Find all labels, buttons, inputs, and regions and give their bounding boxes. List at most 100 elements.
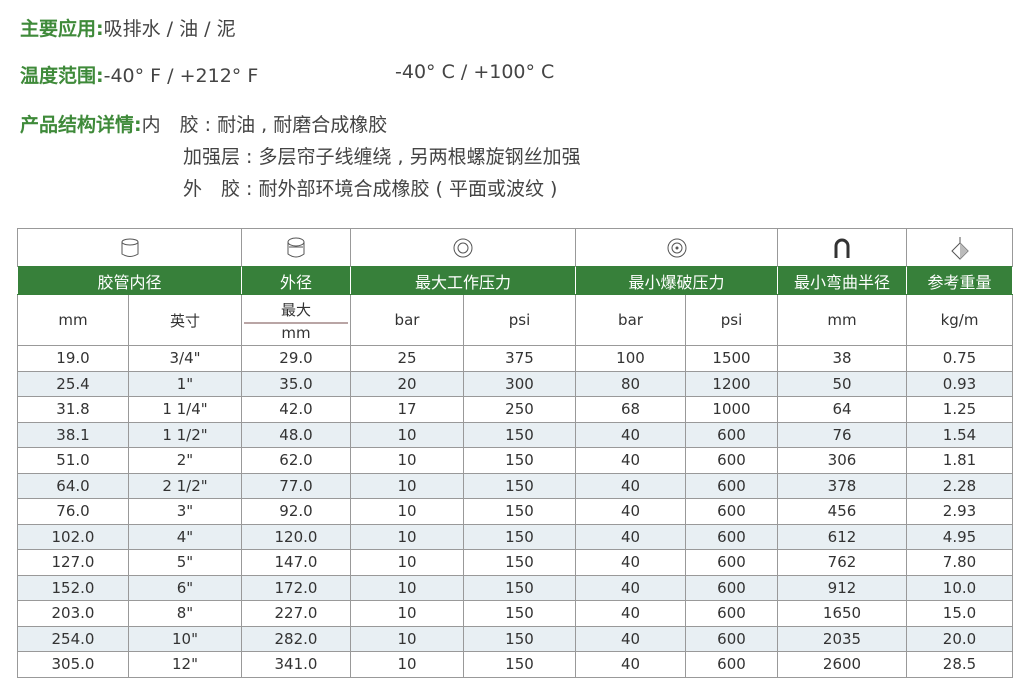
table-cell: 150: [463, 625, 576, 652]
burst-gauge-icon: [575, 228, 778, 267]
table-cell: 102.0: [17, 523, 129, 550]
table-cell: 10: [350, 523, 464, 550]
table-row: 305.0 12" 341.0 10 150 40 600 2600 28.5: [17, 651, 1013, 678]
table-cell: 600: [685, 651, 778, 678]
table-cell: 120.0: [241, 523, 351, 550]
table-cell: 10: [350, 421, 464, 448]
table-cell: 10: [350, 574, 464, 601]
table-cell: 29.0: [241, 345, 351, 372]
table-cell: 600: [685, 574, 778, 601]
hose-inner-icon: [17, 228, 242, 267]
table-row: 38.1 1 1/2" 48.0 10 150 40 600 76 1.54: [17, 421, 1013, 448]
table-cell: 10: [350, 498, 464, 525]
table-cell: 150: [463, 472, 576, 499]
table-cell: 227.0: [241, 600, 351, 627]
table-cell: 150: [463, 447, 576, 474]
table-cell: 912: [777, 574, 907, 601]
table-cell: 762: [777, 549, 907, 576]
table-cell: 150: [463, 549, 576, 576]
table-row: 25.4 1" 35.0 20 300 80 1200 50 0.93: [17, 370, 1013, 397]
table-cell: 300: [463, 370, 576, 397]
table-cell: 10: [350, 625, 464, 652]
table-cell: 1650: [777, 600, 907, 627]
table-cell: 62.0: [241, 447, 351, 474]
table-cell: 8": [128, 600, 242, 627]
header-working-pressure: 最大工作压力: [350, 266, 576, 295]
unit: bar: [350, 294, 464, 346]
table-cell: 10: [350, 447, 464, 474]
table-cell: 612: [777, 523, 907, 550]
temperature-c: -40° C / +100° C: [395, 61, 555, 83]
table-row: 19.0 3/4" 29.0 25 375 100 1500 38 0.75: [17, 345, 1013, 372]
application-value: 吸排水 / 油 / 泥: [103, 18, 236, 40]
table-cell: 1.25: [906, 396, 1013, 423]
table-cell: 150: [463, 498, 576, 525]
table-cell: 0.75: [906, 345, 1013, 372]
unit: psi: [685, 294, 778, 346]
structure-reinforcement: 加强层 : 多层帘子线缠绕 , 另两根螺旋钢丝加强: [183, 146, 581, 168]
table-cell: 456: [777, 498, 907, 525]
table-cell: 40: [575, 625, 686, 652]
table-cell: 150: [463, 651, 576, 678]
table-cell: 35.0: [241, 370, 351, 397]
unit-row: mm 英寸 最大 mm bar psi bar psi mm kg/m: [17, 294, 1013, 346]
table-cell: 76: [777, 421, 907, 448]
unit: mm: [17, 294, 129, 346]
table-row: 51.0 2" 62.0 10 150 40 600 306 1.81: [17, 447, 1013, 474]
unit: bar: [575, 294, 686, 346]
table-cell: 600: [685, 523, 778, 550]
table-cell: 600: [685, 549, 778, 576]
table-cell: 150: [463, 600, 576, 627]
table-cell: 600: [685, 625, 778, 652]
table-cell: 3": [128, 498, 242, 525]
header-burst-pressure: 最小爆破压力: [575, 266, 778, 295]
table-cell: 80: [575, 370, 686, 397]
table-cell: 15.0: [906, 600, 1013, 627]
table-row: 64.0 2 1/2" 77.0 10 150 40 600 378 2.28: [17, 472, 1013, 499]
temperature-line: 温度范围:-40° F / +212° F -40° C / +100° C: [20, 61, 554, 88]
table-cell: 40: [575, 651, 686, 678]
table-cell: 10.0: [906, 574, 1013, 601]
table-cell: 40: [575, 472, 686, 499]
table-cell: 150: [463, 574, 576, 601]
structure-inner: 内 胶 : 耐油 , 耐磨合成橡胶: [141, 114, 388, 136]
table-cell: 6": [128, 574, 242, 601]
table-cell: 172.0: [241, 574, 351, 601]
table-cell: 64.0: [17, 472, 129, 499]
table-cell: 203.0: [17, 600, 129, 627]
table-cell: 1200: [685, 370, 778, 397]
table-cell: 4.95: [906, 523, 1013, 550]
table-cell: 42.0: [241, 396, 351, 423]
table-cell: 127.0: [17, 549, 129, 576]
header-row: 胶管内径 外径 最大工作压力 最小爆破压力 最小弯曲半径 参考重量: [17, 266, 1013, 295]
table-cell: 150: [463, 421, 576, 448]
table-row: 102.0 4" 120.0 10 150 40 600 612 4.95: [17, 523, 1013, 550]
table-cell: 0.93: [906, 370, 1013, 397]
temperature-label: 温度范围:: [20, 65, 104, 87]
table-cell: 147.0: [241, 549, 351, 576]
application-line: 主要应用:吸排水 / 油 / 泥: [20, 14, 236, 41]
header-bend-radius: 最小弯曲半径: [777, 266, 907, 295]
structure-line: 产品结构详情:内 胶 : 耐油 , 耐磨合成橡胶: [20, 110, 387, 137]
table-cell: 25.4: [17, 370, 129, 397]
unit-max: 最大: [244, 299, 348, 324]
table-cell: 306: [777, 447, 907, 474]
table-cell: 600: [685, 498, 778, 525]
table-cell: 7.80: [906, 549, 1013, 576]
table-cell: 1500: [685, 345, 778, 372]
table-cell: 20: [350, 370, 464, 397]
table-cell: 4": [128, 523, 242, 550]
table-cell: 378: [777, 472, 907, 499]
table-cell: 150: [463, 523, 576, 550]
table-cell: 10: [350, 600, 464, 627]
structure-outer: 外 胶 : 耐外部环境合成橡胶 ( 平面或波纹 ): [183, 178, 558, 200]
table-cell: 10": [128, 625, 242, 652]
table-cell: 64: [777, 396, 907, 423]
table-cell: 3/4": [128, 345, 242, 372]
table-cell: 40: [575, 600, 686, 627]
table-cell: 38: [777, 345, 907, 372]
table-row: 127.0 5" 147.0 10 150 40 600 762 7.80: [17, 549, 1013, 576]
table-cell: 2 1/2": [128, 472, 242, 499]
table-cell: 375: [463, 345, 576, 372]
table-cell: 2": [128, 447, 242, 474]
